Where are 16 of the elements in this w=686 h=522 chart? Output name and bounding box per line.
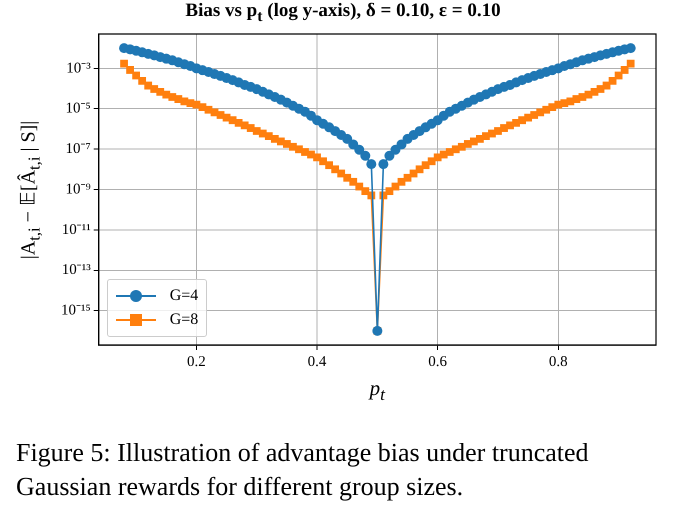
legend-label: G=8 [170, 311, 198, 329]
chart-title: Bias vs p$_{t}$ (log y-axis), δ = 0.10, ε = 0.10 [184, 0, 502, 27]
y-tick-label: 10⁻⁷ [65, 141, 91, 158]
y-tick-label: 10⁻⁹ [65, 181, 91, 198]
legend-label: G=4 [170, 287, 198, 305]
x-tick-label: 0.4 [308, 354, 327, 370]
y-tick-label: 10⁻¹⁵ [60, 302, 91, 319]
x-tick-label: 0.8 [548, 354, 568, 370]
caption: Figure 5: Illustration of advantage bias under truncated Gaussian rewards for different group sizes. [16, 437, 590, 503]
x-tick-label: 0.6 [428, 354, 448, 370]
x-tick-label: 0.2 [187, 354, 206, 370]
y-tick-label: 10⁻⁵ [65, 100, 91, 117]
y-tick-label: 10⁻¹¹ [62, 222, 91, 238]
y-tick-label: 10⁻¹³ [62, 262, 92, 278]
x-axis-title: p$_{t}$ [370, 376, 386, 406]
y-tick-label: 10⁻³ [66, 60, 92, 76]
